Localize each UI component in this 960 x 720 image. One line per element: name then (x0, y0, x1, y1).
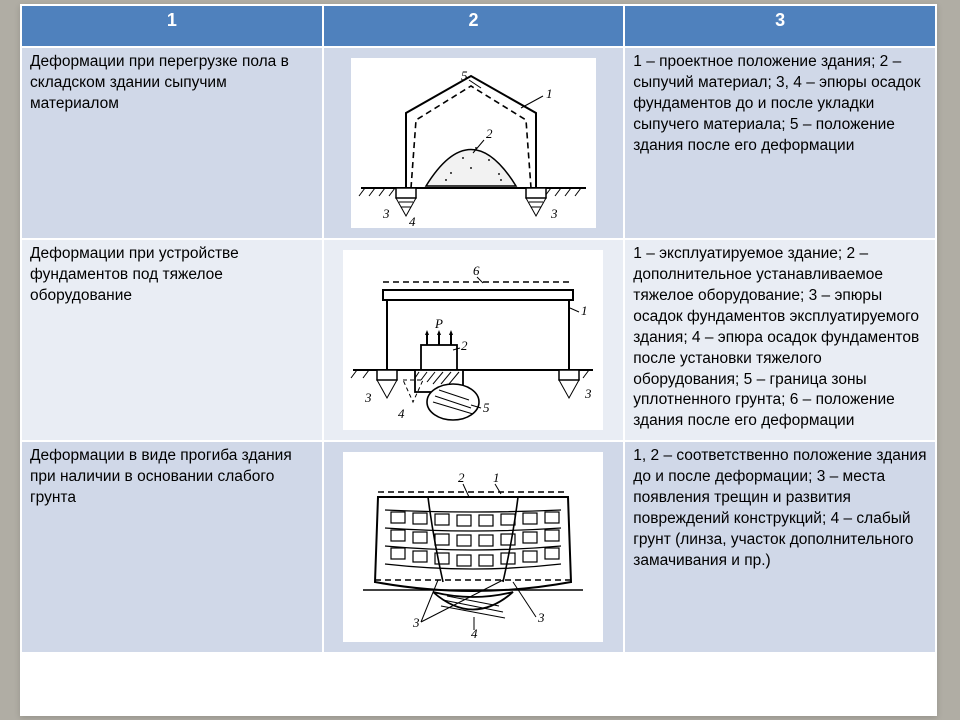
label-5: 5 (483, 400, 490, 415)
row2-legend: 1 – эксплуатируемое здание; 2 – дополнит… (624, 239, 936, 441)
label-1: 1 (546, 86, 553, 101)
label-3: 3 (364, 390, 372, 405)
row3-legend: 1, 2 – соответственно положение здания д… (624, 441, 936, 653)
label-3: 3 (382, 206, 390, 221)
header-2: 2 (323, 5, 625, 47)
row1-description: Деформации при перегрузке пола в складск… (21, 47, 323, 239)
label-3: 3 (412, 615, 420, 630)
diagram-heavy-equipment: 6 1 P 2 5 3 4 3 (343, 250, 603, 430)
table-row: Деформации при перегрузке пола в складск… (21, 47, 936, 239)
row2-description: Деформации при устройстве фундаментов по… (21, 239, 323, 441)
table-row: Деформации в виде прогиба здания при нал… (21, 441, 936, 653)
row1-legend: 1 – проектное положение здания; 2 – сыпу… (624, 47, 936, 239)
diagram-sag-weak-soil: 2 1 3 3 4 (343, 452, 603, 642)
table-header-row: 1 2 3 (21, 5, 936, 47)
label-3b: 3 (584, 386, 592, 401)
diagram-warehouse: 1 2 5 3 4 3 (351, 58, 596, 228)
label-4: 4 (409, 214, 416, 228)
label-2: 2 (461, 338, 468, 353)
header-1: 1 (21, 5, 323, 47)
row1-diagram-cell: 1 2 5 3 4 3 (323, 47, 625, 239)
label-3b: 3 (550, 206, 558, 221)
label-2: 2 (486, 126, 493, 141)
row3-description: Деформации в виде прогиба здания при нал… (21, 441, 323, 653)
label-4: 4 (398, 406, 405, 421)
table-row: Деформации при устройстве фундаментов по… (21, 239, 936, 441)
label-6: 6 (473, 263, 480, 278)
row3-diagram-cell: 2 1 3 3 4 (323, 441, 625, 653)
label-1: 1 (581, 303, 588, 318)
row2-diagram-cell: 6 1 P 2 5 3 4 3 (323, 239, 625, 441)
label-1: 1 (493, 470, 500, 485)
label-2: 2 (458, 470, 465, 485)
header-3: 3 (624, 5, 936, 47)
deformations-table: 1 2 3 Деформации при перегрузке пола в с… (20, 4, 937, 654)
label-5: 5 (461, 68, 468, 83)
label-P: P (434, 316, 443, 331)
label-3b: 3 (537, 610, 545, 625)
document-frame: 1 2 3 Деформации при перегрузке пола в с… (20, 4, 937, 716)
